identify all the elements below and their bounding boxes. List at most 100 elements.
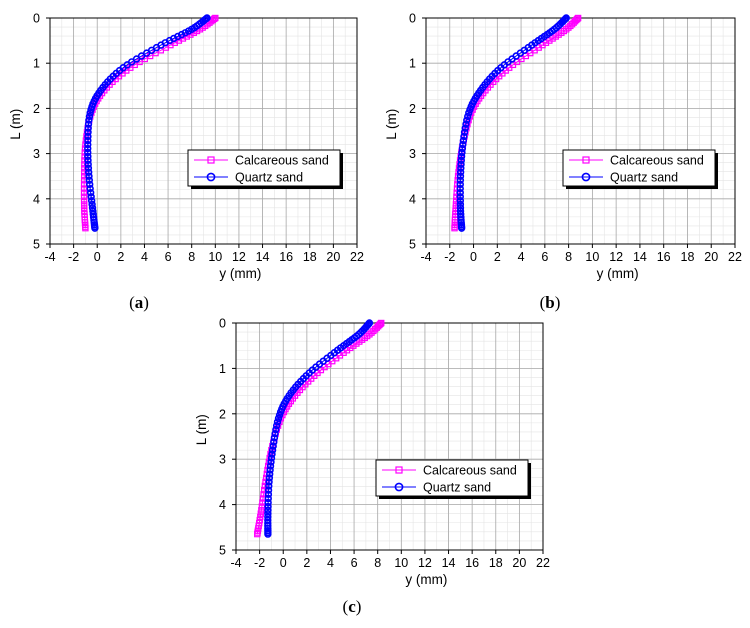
y-tick-label: 1 [409,57,416,71]
data-point-circle [177,30,186,39]
data-point-square [80,189,88,196]
data-point-circle [456,168,465,176]
minor-grid [425,17,736,245]
data-point-circle [457,160,465,169]
data-point-circle [456,189,464,197]
data-point-circle [458,144,467,153]
x-tick-label: 0 [94,250,101,264]
data-point-circle [264,522,272,530]
panel-caption: (a) [129,293,149,312]
data-point-square [81,165,88,172]
x-tick-label: 2 [303,556,310,570]
data-point-square [261,486,268,494]
y-tick-label: 3 [219,453,226,467]
data-point-circle [86,180,94,189]
data-point-circle [86,109,94,117]
x-tick-label: 4 [518,250,525,264]
data-point-circle [459,136,468,145]
data-point-circle [457,152,466,161]
x-tick-label: -2 [444,250,455,264]
x-tick-label: 10 [394,556,408,570]
y-tick-label: 0 [33,12,40,26]
data-point-square [258,507,265,514]
y-tick-label: 3 [33,147,40,161]
data-point-circle [268,450,276,458]
data-point-circle [84,156,92,165]
data-point-circle [456,180,464,189]
data-point-circle [84,128,92,136]
x-tick-label: 12 [609,250,623,264]
legend-marker [206,172,216,182]
legend-marker [395,466,403,474]
data-point-square [254,530,261,538]
data-point-circle [84,160,92,169]
data-point-square [80,197,88,204]
panel-caption: (c) [342,597,362,616]
data-point-circle [85,176,94,184]
plot-frame [235,322,544,551]
legend-label: Quartz sand [235,171,303,185]
data-point-circle [84,152,92,161]
x-tick-label: 6 [165,250,172,264]
data-point-square [373,324,380,331]
data-point-circle [181,29,189,37]
data-point-circle [270,438,278,446]
x-tick-label: 2 [494,250,501,264]
data-point-circle [456,193,464,201]
data-point-circle [84,124,92,132]
data-point-circle [265,474,274,482]
x-tick-label: 10 [208,250,222,264]
x-tick-label: 20 [512,556,526,570]
legend-label: Quartz sand [423,481,491,495]
data-point-circle [275,411,284,419]
data-point-circle [463,116,471,124]
data-point-circle [84,136,92,145]
panel-label: b [545,293,555,312]
data-point-circle [272,425,280,434]
data-point-circle [268,446,277,454]
data-point-circle [462,120,470,128]
legend-marker [207,156,215,164]
data-point-circle [459,140,467,149]
data-point-circle [274,414,283,423]
data-point-circle [457,224,466,232]
panel-label: c [348,597,356,616]
x-tick-label: 6 [351,556,358,570]
x-tick-label: 0 [280,556,287,570]
data-point-square [568,21,576,28]
data-point-circle [84,148,92,157]
data-point-circle [457,164,465,172]
x-tick-label: 8 [565,250,572,264]
legend-label: Calcareous sand [610,154,704,168]
legend: Calcareous sand Quartz sand [562,149,718,189]
legend-marker [394,482,404,492]
y-tick-label: 0 [219,317,226,331]
x-tick-label: 18 [303,250,317,264]
x-tick-label: 12 [418,556,432,570]
x-axis-label: y (mm) [219,266,261,281]
x-tick-label: -4 [420,250,431,264]
y-tick-label: 2 [33,102,40,116]
data-point-square [567,22,574,30]
y-axis-label: L (m) [194,414,209,445]
data-point-circle [264,498,272,507]
data-point-circle [265,482,273,490]
legend-marker [581,172,591,182]
data-point-circle [264,486,273,494]
data-point-circle [456,184,464,193]
series-line [454,17,579,229]
series-line [459,17,567,229]
data-point-square [81,169,88,176]
data-point-square [81,204,88,212]
x-tick-label: 0 [470,250,477,264]
data-point-circle [91,224,99,232]
data-point-circle [85,116,93,124]
series-quartz-sand [264,319,374,538]
data-point-square [452,197,460,204]
x-tick-label: 14 [633,250,647,264]
minor-grid [235,322,544,551]
data-point-circle [87,193,95,201]
